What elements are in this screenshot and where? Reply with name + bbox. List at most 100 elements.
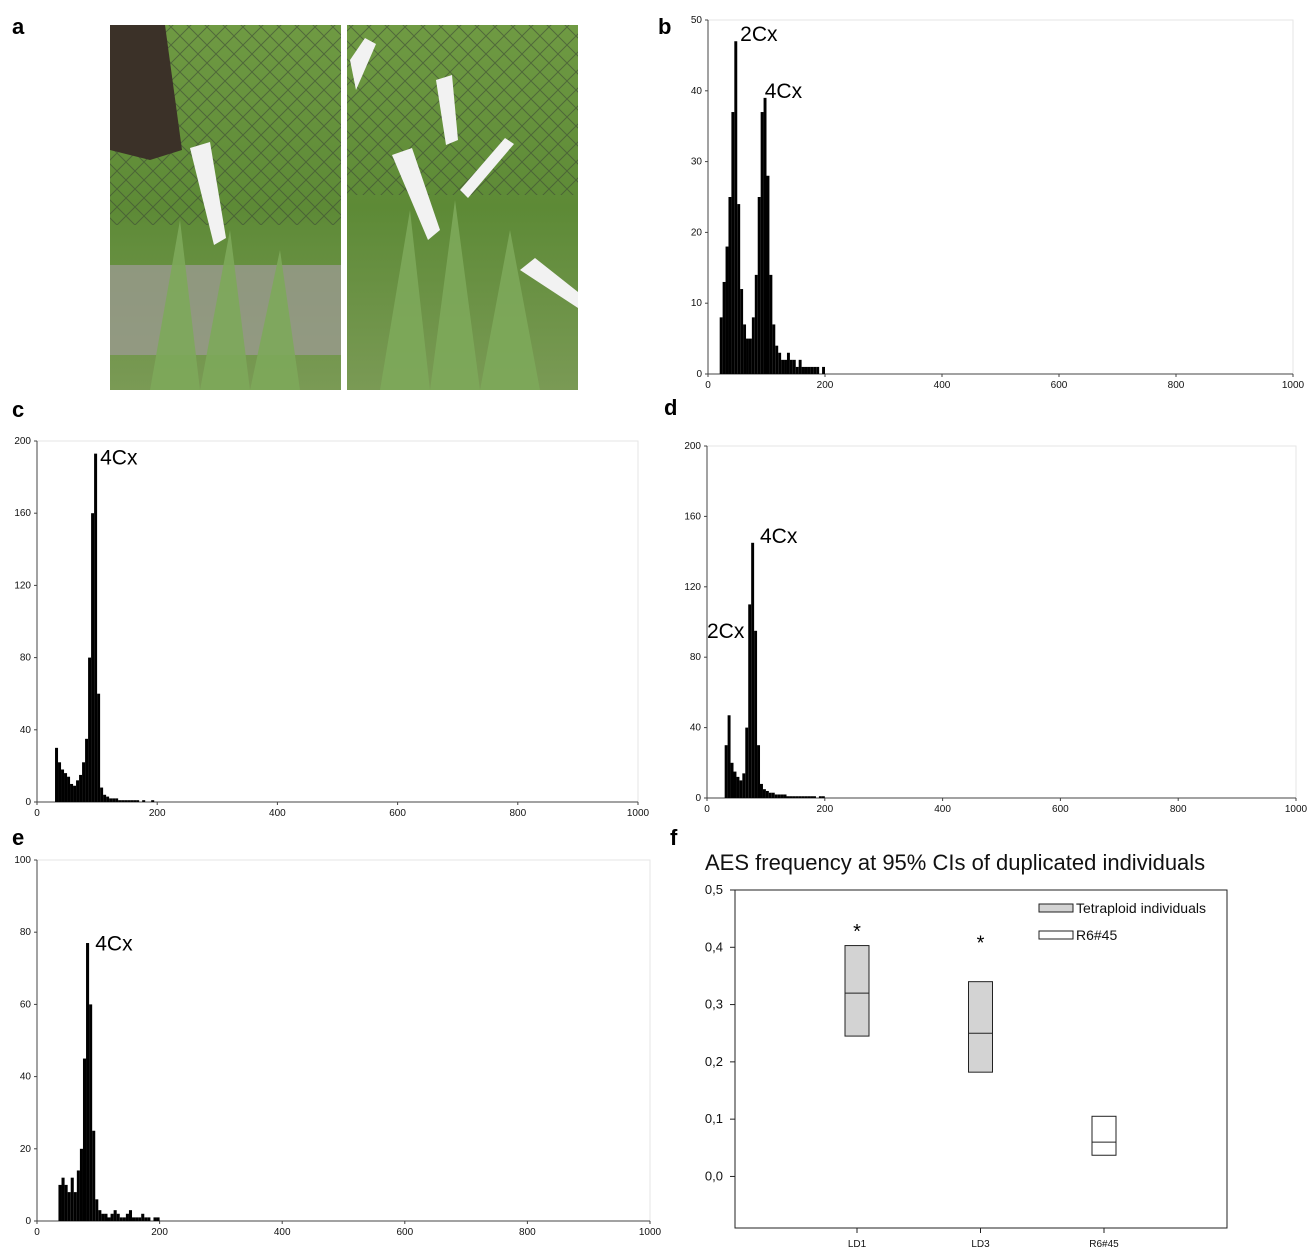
y-tick-label: 0,2 [705,1054,723,1069]
tree [110,25,182,160]
y-tick-label: 30 [691,157,703,168]
histogram-bar [822,366,825,374]
fence [347,25,578,195]
histogram-bar [130,800,134,802]
y-tick-label: 80 [690,652,702,663]
box [968,981,993,1073]
histogram-bar [156,1217,160,1221]
legend-label: R6#45 [1076,927,1117,943]
histogram-bar [754,630,758,798]
histogram-bar [762,789,766,798]
histogram-bar [61,769,65,802]
histogram-bar [727,715,731,798]
x-tick-label: LD3 [971,1239,990,1250]
y-tick-label: 120 [14,580,31,591]
histogram-bar [73,785,77,802]
y-tick-label: 40 [20,725,32,736]
x-tick-label: 200 [151,1227,168,1238]
histogram-bar [763,97,767,374]
histogram-bar [771,792,775,798]
significance-mark: * [977,933,985,955]
histogram-bar [725,246,729,374]
x-tick-label: 1000 [1282,380,1305,391]
histogram-bar [736,776,740,798]
grass-tuft [380,200,540,390]
histogram-bar [112,798,116,802]
y-tick-label: 200 [14,436,31,447]
histogram-bar [128,1210,133,1221]
x-tick-label: 800 [1170,804,1187,815]
histogram-bar [121,800,125,802]
y-tick-label: 0 [695,793,701,804]
histogram-bar [798,359,802,374]
histogram-bar [724,745,728,798]
bag [460,138,514,198]
y-tick-label: 100 [14,855,31,866]
y-tick-label: 0 [696,369,702,380]
x-tick-label: 800 [519,1227,536,1238]
x-tick-label: 200 [817,380,834,391]
histogram-bar [757,197,761,374]
histogram-bar [116,1213,120,1221]
histogram-bar [778,352,782,374]
histogram-bar [777,794,781,798]
plot-frame [36,859,651,1222]
x-tick-label: 1000 [639,1227,662,1238]
x-tick-label: 0 [34,808,40,819]
histogram-bar [88,657,92,802]
box [844,945,870,1037]
peak-annotation: 4Cx [100,446,138,469]
x-tick-label: 200 [149,808,166,819]
panel-label: d [664,395,677,420]
histogram-bar [79,774,83,802]
histogram-bar [742,773,746,798]
histogram-bar [754,274,758,374]
histogram-bar [801,366,805,374]
histogram-bar [122,1217,126,1221]
x-tick-label: 0 [704,804,710,815]
peak-annotation: 4Cx [95,932,133,955]
histogram-bar [768,792,772,798]
y-tick-label: 80 [20,653,32,664]
histogram-bar [719,317,723,374]
x-tick-label: 600 [1052,804,1069,815]
y-tick-label: 0,1 [705,1111,723,1126]
bag [520,258,578,308]
histogram-bar [804,796,808,798]
histogram-bar [127,800,131,802]
histogram-bar [818,796,822,798]
panel-label: b [658,14,671,39]
y-tick-label: 160 [684,511,701,522]
histogram-bar [775,345,779,374]
y-tick-label: 0,3 [705,997,723,1012]
histogram-bar [789,359,793,374]
histogram-bar [816,366,820,374]
panel-label: a [12,14,25,39]
histogram-bar [85,738,89,802]
x-tick-label: 1000 [627,808,650,819]
histogram-bar [734,41,738,375]
histogram-bar [144,1217,148,1221]
legend-swatch [1038,930,1074,940]
histogram-bar [765,790,769,798]
histogram-bar [82,1058,87,1221]
legend-swatch [1038,903,1074,913]
histogram-bar [733,771,737,798]
histogram-bar [98,1210,102,1221]
histogram-bar [92,1130,96,1221]
y-tick-label: 0,5 [705,882,723,897]
histogram-bar [780,794,784,798]
bag [392,148,440,240]
panel-label: c [12,397,24,422]
histogram-bar [79,1148,83,1221]
x-tick-label: 800 [1168,380,1185,391]
y-tick-label: 0 [25,797,31,808]
histogram-bar [135,1217,139,1221]
histogram-bar [743,324,747,374]
histogram-bar [67,776,71,802]
histogram-bar [153,1217,157,1221]
histogram-bar [113,1210,117,1221]
histogram-bar [103,794,107,802]
histogram-bar [792,796,796,798]
